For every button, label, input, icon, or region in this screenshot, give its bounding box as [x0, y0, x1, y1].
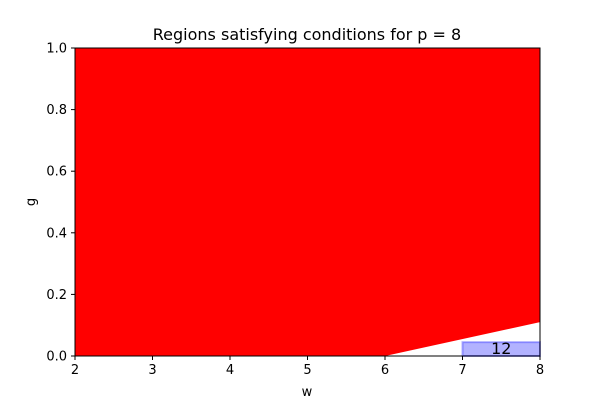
- y-tick-label: 1.0: [46, 42, 67, 57]
- x-tick-label: 8: [536, 363, 544, 378]
- x-tick-label: 5: [303, 363, 311, 378]
- y-tick-label: 0.6: [46, 165, 67, 180]
- regions-layer: 12: [75, 48, 541, 358]
- x-tick-label: 3: [148, 363, 156, 378]
- y-tick-label: 0.0: [46, 350, 67, 365]
- x-tick-label: 4: [226, 363, 234, 378]
- y-tick-label: 0.8: [46, 103, 67, 118]
- y-axis-label: g: [24, 198, 39, 206]
- x-tick-label: 2: [71, 363, 79, 378]
- x-tick-label: 6: [381, 363, 389, 378]
- chart-title: Regions satisfying conditions for p = 8: [153, 25, 461, 44]
- red-region: [75, 48, 540, 356]
- blue-region-label: 12: [491, 339, 511, 358]
- x-axis: 2 3 4 5 6 7 8: [71, 356, 544, 378]
- x-tick-label: 7: [458, 363, 466, 378]
- y-tick-label: 0.2: [46, 288, 67, 303]
- y-axis: 0.0 0.2 0.4 0.6 0.8 1.0: [46, 42, 75, 365]
- x-axis-label: w: [302, 385, 313, 400]
- y-tick-label: 0.4: [46, 226, 67, 241]
